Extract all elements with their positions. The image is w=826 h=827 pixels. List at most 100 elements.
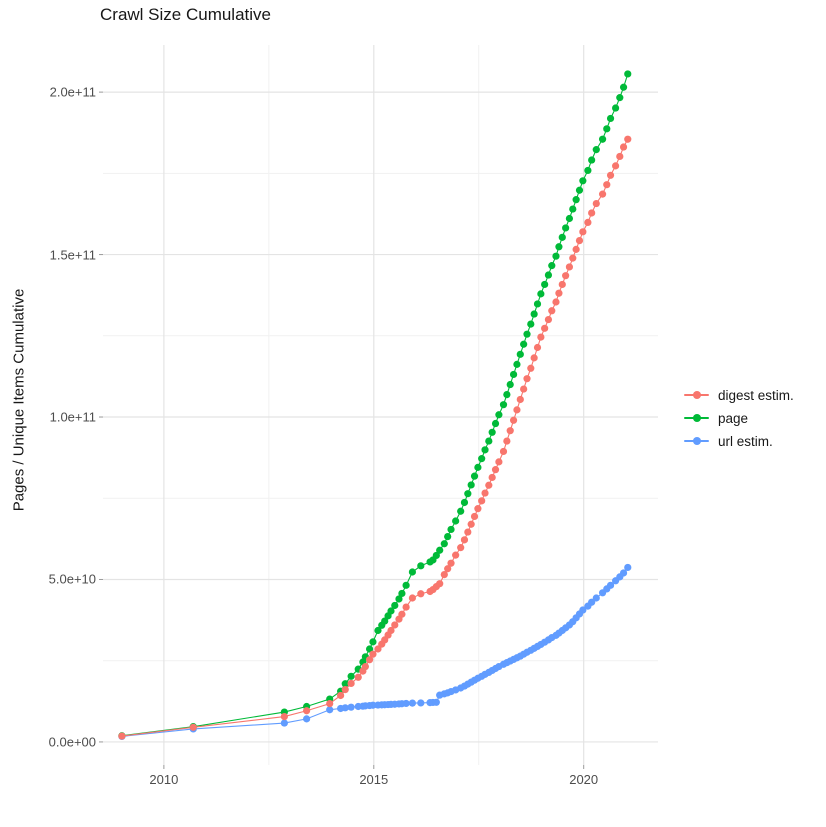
- point-page: [347, 672, 355, 680]
- point-digest-estim-: [354, 673, 362, 681]
- point-digest-estim-: [548, 307, 556, 315]
- x-tick-label: 2010: [149, 772, 179, 787]
- point-page: [509, 370, 518, 379]
- point-digest-estim-: [474, 505, 482, 513]
- point-digest-estim-: [579, 228, 587, 236]
- point-page: [457, 507, 465, 515]
- point-page: [598, 135, 607, 143]
- point-page: [499, 401, 508, 409]
- point-page: [579, 177, 587, 185]
- point-page: [619, 83, 628, 91]
- x-tick-label: 2015: [359, 772, 389, 787]
- point-digest-estim-: [598, 190, 607, 198]
- point-page: [548, 262, 556, 270]
- point-page: [523, 330, 531, 338]
- point-page: [485, 437, 493, 445]
- point-digest-estim-: [544, 315, 553, 324]
- point-digest-estim-: [447, 559, 455, 567]
- point-digest-estim-: [374, 645, 382, 653]
- point-page: [603, 125, 611, 133]
- point-digest-estim-: [603, 181, 611, 189]
- point-digest-estim-: [624, 135, 632, 143]
- legend-label: url estim.: [718, 433, 773, 449]
- point-url-estim-: [588, 598, 596, 606]
- point-page: [555, 243, 563, 251]
- point-digest-estim-: [552, 298, 560, 306]
- legend-key-icon: [684, 434, 709, 448]
- point-page: [503, 391, 511, 399]
- point-digest-estim-: [470, 512, 479, 521]
- point-digest-estim-: [464, 528, 472, 536]
- legend-label: page: [718, 410, 749, 426]
- point-digest-estim-: [369, 650, 377, 658]
- point-digest-estim-: [303, 707, 311, 715]
- point-digest-estim-: [478, 497, 486, 505]
- point-page: [481, 446, 489, 454]
- point-page: [592, 146, 600, 154]
- chart-title: Crawl Size Cumulative: [100, 5, 271, 24]
- point-url-estim-: [619, 569, 628, 577]
- point-digest-estim-: [592, 199, 600, 208]
- point-page: [491, 419, 500, 428]
- point-digest-estim-: [337, 691, 345, 700]
- point-digest-estim-: [611, 162, 620, 170]
- point-url-estim-: [408, 699, 417, 707]
- point-digest-estim-: [562, 272, 570, 280]
- point-url-estim-: [432, 698, 440, 706]
- point-digest-estim-: [513, 406, 521, 414]
- point-page: [520, 340, 528, 348]
- point-url-estim-: [280, 719, 288, 727]
- point-page: [572, 196, 580, 204]
- point-page: [588, 156, 596, 164]
- point-digest-estim-: [569, 254, 577, 262]
- point-digest-estim-: [555, 289, 563, 297]
- point-page: [611, 104, 620, 112]
- point-page: [374, 626, 382, 635]
- point-digest-estim-: [541, 324, 549, 332]
- legend-key-dot: [692, 391, 701, 399]
- point-page: [537, 290, 545, 298]
- point-page: [391, 601, 399, 610]
- point-url-estim-: [402, 699, 410, 708]
- point-digest-estim-: [189, 723, 197, 731]
- point-page: [432, 551, 440, 560]
- point-page: [552, 252, 560, 260]
- point-digest-estim-: [558, 280, 566, 289]
- point-page: [541, 280, 549, 289]
- y-axis-title: Pages / Unique Items Cumulative: [10, 288, 28, 512]
- point-url-estim-: [579, 606, 587, 614]
- y-tick-label: 1.0e+11: [49, 409, 96, 425]
- point-url-estim-: [326, 706, 334, 714]
- point-digest-estim-: [584, 218, 592, 227]
- point-digest-estim-: [516, 395, 524, 404]
- y-tick-label: 5.0e+10: [48, 571, 96, 587]
- point-digest-estim-: [619, 143, 628, 151]
- point-digest-estim-: [365, 656, 374, 664]
- point-page: [341, 680, 349, 688]
- point-page: [369, 638, 377, 646]
- point-digest-estim-: [402, 603, 410, 611]
- point-digest-estim-: [520, 385, 528, 393]
- point-digest-estim-: [118, 732, 126, 740]
- point-digest-estim-: [391, 621, 399, 629]
- point-page: [436, 546, 444, 554]
- point-digest-estim-: [417, 590, 425, 598]
- point-digest-estim-: [537, 333, 545, 341]
- point-page: [569, 205, 577, 213]
- point-digest-estim-: [506, 427, 514, 435]
- point-page: [395, 595, 403, 603]
- legend: digest estim. page url estim.: [684, 380, 794, 456]
- point-digest-estim-: [575, 236, 584, 245]
- point-digest-estim-: [341, 686, 349, 694]
- point-digest-estim-: [440, 571, 448, 579]
- point-url-estim-: [606, 581, 615, 589]
- point-page: [516, 350, 524, 358]
- x-tick-label: 2020: [569, 772, 599, 787]
- point-digest-estim-: [523, 375, 531, 383]
- point-page: [575, 186, 584, 194]
- y-tick-label: 0.0e+00: [48, 734, 96, 750]
- series-line-digest-estim-: [121, 138, 629, 737]
- point-page: [533, 300, 542, 308]
- point-digest-estim-: [606, 171, 615, 179]
